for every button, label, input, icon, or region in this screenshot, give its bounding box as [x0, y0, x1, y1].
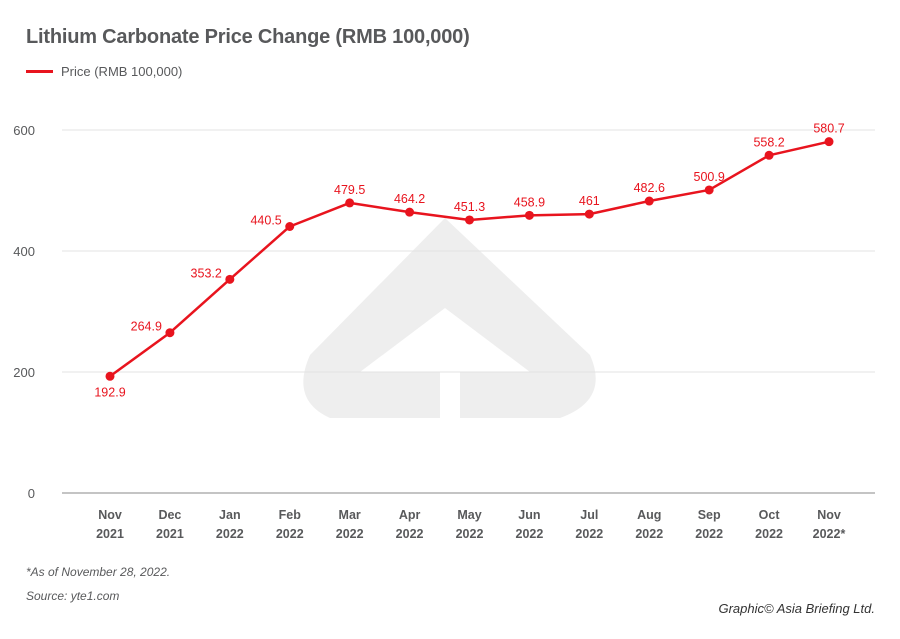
x-tick-label: May 2022	[456, 508, 484, 541]
y-tick-label: 200	[13, 365, 35, 380]
data-label: 451.3	[454, 200, 485, 214]
x-tick-label: Nov 2021	[96, 508, 124, 541]
x-tick-label: Apr 2022	[396, 508, 424, 541]
y-tick-label: 0	[28, 486, 35, 501]
data-label: 500.9	[694, 170, 725, 184]
legend: Price (RMB 100,000)	[26, 64, 182, 79]
data-label: 464.2	[394, 192, 425, 206]
data-point	[764, 150, 774, 160]
x-tick-label: Nov 2022*	[813, 508, 846, 541]
data-label: 580.7	[813, 122, 844, 136]
data-label: 461	[579, 194, 600, 208]
source: Source: yte1.com	[26, 589, 120, 603]
x-tick-label: Mar 2022	[336, 508, 364, 541]
data-label: 192.9	[94, 385, 125, 399]
data-label: 440.5	[250, 213, 281, 227]
data-point	[465, 215, 474, 225]
y-tick-label: 600	[13, 123, 35, 138]
x-tick-label: Aug 2022	[635, 508, 663, 541]
credit: Graphic© Asia Briefing Ltd.	[718, 601, 875, 616]
data-label: 558.2	[753, 135, 784, 149]
data-label: 458.9	[514, 195, 545, 209]
x-tick-label: Dec 2021	[156, 508, 184, 541]
data-label: 353.2	[191, 266, 222, 280]
data-point	[405, 207, 415, 217]
x-tick-label: Jan 2022	[216, 508, 244, 541]
data-point	[704, 185, 714, 195]
data-label: 482.6	[634, 181, 665, 195]
data-point	[225, 274, 235, 284]
data-point	[105, 371, 115, 381]
watermark-logo	[303, 218, 596, 418]
data-point	[345, 198, 355, 208]
footnote: *As of November 28, 2022.	[26, 565, 171, 579]
legend-swatch	[26, 70, 53, 73]
x-tick-label: Oct 2022	[755, 508, 783, 541]
x-tick-label: Sep 2022	[695, 508, 723, 541]
data-label: 264.9	[131, 320, 162, 334]
data-point	[285, 221, 295, 231]
data-point	[824, 137, 834, 147]
data-point	[584, 209, 594, 219]
chart-title: Lithium Carbonate Price Change (RMB 100,…	[26, 26, 470, 48]
x-tick-label: Feb 2022	[276, 508, 304, 541]
x-tick-label: Jun 2022	[516, 508, 544, 541]
data-point	[165, 328, 175, 338]
legend-label: Price (RMB 100,000)	[61, 64, 183, 79]
y-tick-label: 400	[13, 244, 35, 259]
data-point	[644, 196, 654, 206]
data-label: 479.5	[334, 183, 365, 197]
x-tick-label: Jul 2022	[575, 508, 603, 541]
data-point	[524, 210, 534, 220]
